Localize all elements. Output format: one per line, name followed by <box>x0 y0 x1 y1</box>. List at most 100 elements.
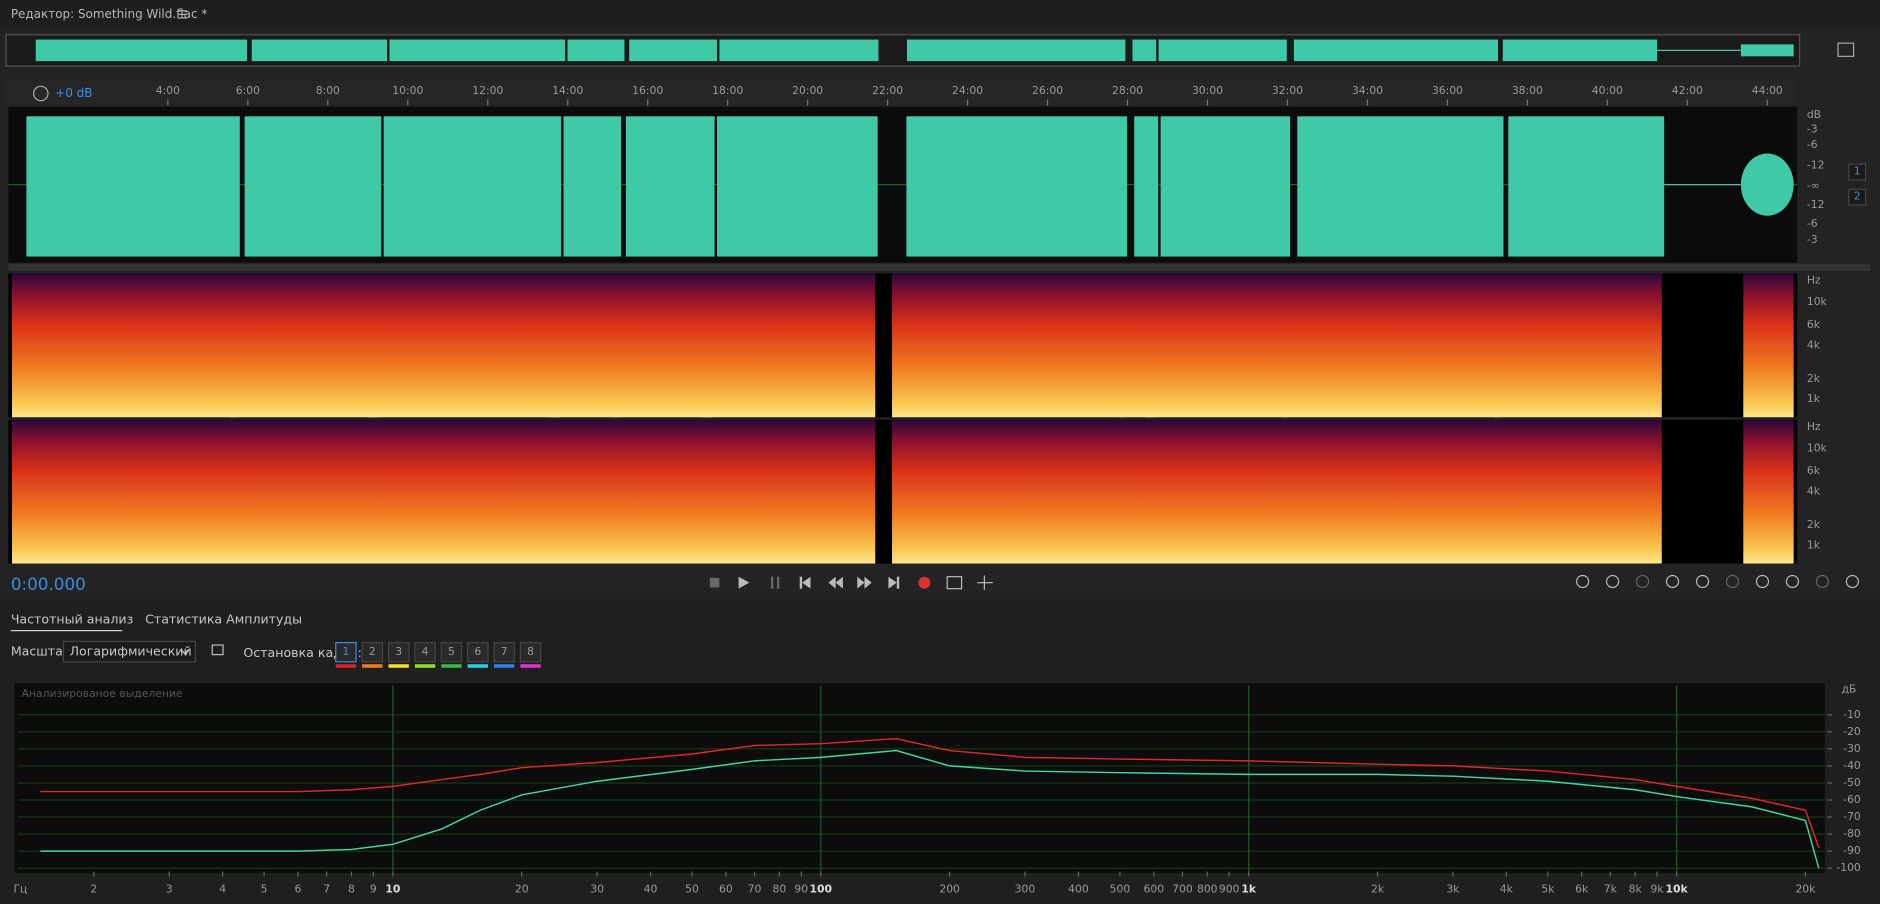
zoom-button[interactable] <box>1845 574 1859 589</box>
y-tick-label: -80 <box>1843 827 1861 840</box>
overlay-button[interactable] <box>211 644 224 656</box>
skip-silence-button[interactable] <box>977 575 993 590</box>
skip-end-button[interactable] <box>888 576 900 589</box>
hz-scale-label: 10k <box>1807 295 1828 308</box>
waveform <box>26 116 1794 257</box>
freeze-button-label: 4 <box>422 645 429 658</box>
zoom-button[interactable] <box>1815 574 1830 589</box>
gain-label[interactable]: +0 dB <box>55 86 92 100</box>
zoom-button[interactable] <box>1695 574 1710 589</box>
gain-knob[interactable] <box>33 85 49 102</box>
pause-button[interactable] <box>770 576 780 589</box>
y-tick-label: -100 <box>1836 861 1861 874</box>
wave-segment <box>383 116 562 257</box>
x-tick-label: 300 <box>1015 883 1036 896</box>
y-tick-label: -50 <box>1843 776 1861 789</box>
time-tick-label: 8:00 <box>316 84 340 97</box>
x-tick-label: 5k <box>1541 883 1555 896</box>
hz-scale-label: 10k <box>1807 441 1828 454</box>
hz-scale-label: Hz <box>1807 420 1821 433</box>
overview-segment <box>719 39 879 62</box>
overview-segment <box>251 39 388 62</box>
y-tick-label: -70 <box>1843 810 1861 823</box>
spec-segment <box>702 419 876 564</box>
zoom-button[interactable] <box>1725 574 1740 589</box>
loop-button[interactable] <box>946 576 963 590</box>
time-display: 0:00.000 <box>11 574 86 594</box>
play-button[interactable] <box>738 576 750 589</box>
x-tick-label: 9 <box>370 883 377 896</box>
x-tick-label: 2 <box>90 883 97 896</box>
freeze-button[interactable] <box>387 642 410 663</box>
spectrogram <box>12 273 1794 564</box>
x-tick-label: 1k <box>1241 883 1257 896</box>
freeze-button[interactable] <box>519 642 542 663</box>
zoom-button[interactable] <box>1635 574 1650 589</box>
hz-scale-label: 1k <box>1807 539 1821 552</box>
menu-icon[interactable] <box>177 10 188 19</box>
zoom-button[interactable] <box>1606 574 1620 589</box>
x-tick-label: 900 <box>1219 883 1240 896</box>
skip-start-button[interactable] <box>799 576 811 589</box>
x-tick-label: 4k <box>1500 883 1514 896</box>
title-bar <box>0 0 1880 29</box>
freeze-button-label: 1 <box>342 645 349 658</box>
rewind-button[interactable] <box>828 576 843 589</box>
channel-button[interactable] <box>1848 163 1867 181</box>
spec-segment <box>230 419 379 564</box>
spec-segment <box>611 419 713 564</box>
freeze-color <box>335 664 357 668</box>
y-tick-label: -10 <box>1843 708 1861 721</box>
overview-waveform <box>35 39 1794 62</box>
spec-segment <box>12 419 238 564</box>
x-tick-label: 400 <box>1068 883 1089 896</box>
annotation: Анализированое выделение <box>22 687 183 700</box>
tab[interactable]: Статистика Амплитуды <box>145 611 302 626</box>
zoom-button[interactable] <box>1755 574 1770 589</box>
tab-active[interactable]: Частотный анализ <box>11 611 133 626</box>
time-tick-label: 22:00 <box>872 84 903 97</box>
hz-scale-label: 2k <box>1807 372 1821 385</box>
freeze-button[interactable] <box>493 642 515 663</box>
freeze-label: Остановка кадра: <box>243 645 361 660</box>
wave-segment <box>1160 116 1291 257</box>
spectrum-line <box>40 749 1820 869</box>
overview-segment <box>906 39 1126 62</box>
zoom-button[interactable] <box>1665 574 1680 589</box>
overview-toggle[interactable] <box>1837 42 1855 57</box>
spec-segment <box>892 273 1125 418</box>
freeze-button[interactable] <box>335 642 357 663</box>
x-tick-label: 3 <box>166 883 173 896</box>
spec-segment <box>1743 273 1794 418</box>
zoom-button[interactable] <box>1785 574 1800 589</box>
time-tick-label: 24:00 <box>952 84 983 97</box>
x-tick-label: 90 <box>794 883 808 896</box>
channel-button[interactable] <box>1848 188 1867 206</box>
hz-scale-label: 1k <box>1807 392 1821 405</box>
freeze-button[interactable] <box>361 642 384 663</box>
channel-label: 2 <box>1854 190 1861 203</box>
wave-segment <box>1134 116 1159 257</box>
stop-button[interactable] <box>709 577 720 588</box>
zoom-button[interactable] <box>1576 574 1590 589</box>
freeze-button[interactable] <box>467 642 489 663</box>
forward-button[interactable] <box>857 576 872 589</box>
record-button[interactable] <box>918 576 931 589</box>
x-tick-label: 30 <box>590 883 604 896</box>
scale-dropdown[interactable] <box>62 640 197 663</box>
x-tick-label: 100 <box>810 883 833 896</box>
time-tick-label: 20:00 <box>792 84 823 97</box>
spec-segment <box>1743 419 1794 564</box>
hz-scale-label: 6k <box>1807 318 1821 331</box>
freeze-button[interactable] <box>440 642 463 663</box>
overview-segment <box>1158 39 1287 62</box>
spec-segment <box>1282 273 1502 418</box>
time-ruler <box>6 81 1798 106</box>
spectrum-line <box>40 737 1820 849</box>
splitter[interactable] <box>8 263 1871 271</box>
freeze-button[interactable] <box>414 642 436 663</box>
y-tick-label: -60 <box>1843 793 1861 806</box>
hz-scale-label: 2k <box>1807 518 1821 531</box>
time-tick-label: 38:00 <box>1512 84 1543 97</box>
